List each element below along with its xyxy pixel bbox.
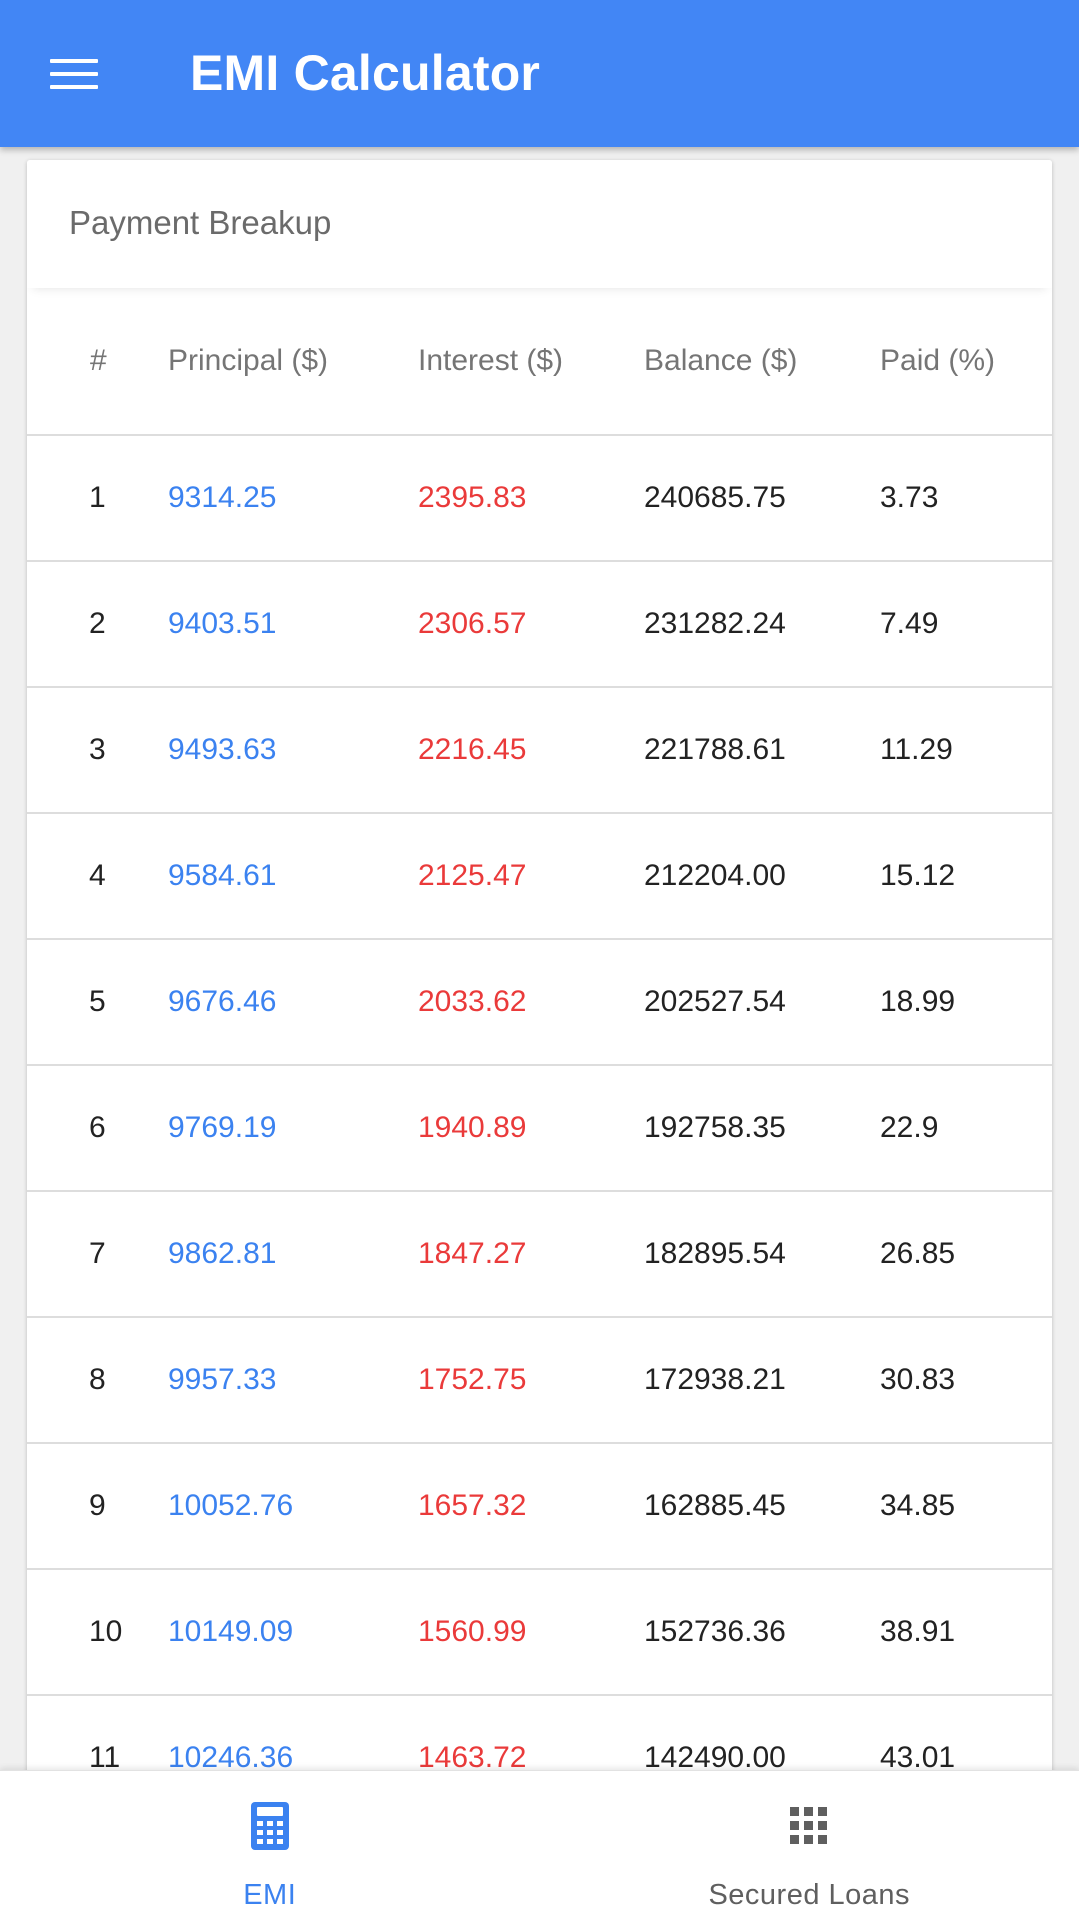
cell-interest: 1847.27 [418, 1237, 527, 1270]
cell-paid: 7.49 [880, 607, 939, 640]
cell-paid: 22.9 [880, 1111, 939, 1144]
card-title: Payment Breakup [69, 204, 332, 241]
cell-interest: 1560.99 [418, 1615, 527, 1648]
cell-principal: 9403.51 [168, 607, 277, 640]
menu-button[interactable] [36, 44, 112, 104]
cell-number: 7 [89, 1237, 106, 1270]
table-row: 5 9676.46 2033.62 202527.54 18.99 [27, 940, 1052, 1066]
grid-icon [786, 1801, 832, 1851]
cell-principal: 10246.36 [168, 1741, 294, 1774]
cell-principal: 9676.46 [168, 985, 277, 1018]
table-row: 1 9314.25 2395.83 240685.75 3.73 [27, 436, 1052, 562]
cell-balance: 162885.45 [644, 1489, 786, 1522]
cell-number: 11 [89, 1741, 121, 1774]
cell-paid: 15.12 [880, 859, 956, 892]
nav-item-emi[interactable]: EMI [0, 1771, 540, 1919]
table-row: 6 9769.19 1940.89 192758.35 22.9 [27, 1066, 1052, 1192]
cell-principal: 10149.09 [168, 1615, 294, 1648]
table-row: 9 10052.76 1657.32 162885.45 34.85 [27, 1444, 1052, 1570]
table-row: 3 9493.63 2216.45 221788.61 11.29 [27, 688, 1052, 814]
nav-item-secured-loans[interactable]: Secured Loans [540, 1771, 1079, 1919]
header-balance: Balance ($) [644, 344, 798, 377]
cell-number: 10 [89, 1615, 123, 1648]
cell-paid: 3.73 [880, 481, 939, 514]
calculator-icon [247, 1801, 293, 1851]
cell-number: 4 [89, 859, 106, 892]
cell-paid: 38.91 [880, 1615, 956, 1648]
cell-paid: 18.99 [880, 985, 956, 1018]
table-header-row: # Principal ($) Interest ($) Balance ($)… [27, 288, 1052, 436]
table-row: 10 10149.09 1560.99 152736.36 38.91 [27, 1570, 1052, 1696]
cell-principal: 9769.19 [168, 1111, 277, 1144]
cell-interest: 2395.83 [418, 481, 527, 514]
cell-interest: 2033.62 [418, 985, 527, 1018]
cell-number: 6 [89, 1111, 106, 1144]
cell-balance: 202527.54 [644, 985, 786, 1018]
cell-principal: 9314.25 [168, 481, 277, 514]
cell-principal: 9584.61 [168, 859, 277, 892]
cell-balance: 240685.75 [644, 481, 786, 514]
cell-interest: 1940.89 [418, 1111, 527, 1144]
cell-paid: 11.29 [880, 733, 953, 766]
cell-number: 5 [89, 985, 106, 1018]
nav-label-emi: EMI [243, 1879, 297, 1911]
header-principal: Principal ($) [168, 344, 329, 377]
cell-balance: 192758.35 [644, 1111, 786, 1144]
cell-number: 1 [89, 481, 106, 514]
cell-paid: 34.85 [880, 1489, 956, 1522]
payment-table: # Principal ($) Interest ($) Balance ($)… [27, 288, 1052, 1780]
cell-interest: 1657.32 [418, 1489, 527, 1522]
cell-number: 3 [89, 733, 106, 766]
cell-balance: 212204.00 [644, 859, 786, 892]
cell-interest: 2306.57 [418, 607, 527, 640]
table-row: 11 10246.36 1463.72 142490.00 43.01 [27, 1696, 1052, 1780]
table-row: 2 9403.51 2306.57 231282.24 7.49 [27, 562, 1052, 688]
app-bar: EMI Calculator [0, 0, 1079, 147]
cell-number: 9 [89, 1489, 106, 1522]
cell-balance: 182895.54 [644, 1237, 786, 1270]
cell-balance: 172938.21 [644, 1363, 786, 1396]
cell-principal: 10052.76 [168, 1489, 294, 1522]
bottom-navigation: EMI Secured Loans [0, 1770, 1079, 1919]
table-row: 4 9584.61 2125.47 212204.00 15.12 [27, 814, 1052, 940]
cell-paid: 26.85 [880, 1237, 956, 1270]
cell-number: 8 [89, 1363, 106, 1396]
cell-balance: 142490.00 [644, 1741, 786, 1774]
cell-balance: 221788.61 [644, 733, 786, 766]
cell-balance: 231282.24 [644, 607, 786, 640]
header-number: # [90, 344, 107, 377]
header-interest: Interest ($) [418, 344, 564, 377]
table-row: 7 9862.81 1847.27 182895.54 26.85 [27, 1192, 1052, 1318]
app-title: EMI Calculator [190, 45, 541, 101]
cell-interest: 1463.72 [418, 1741, 527, 1774]
cell-interest: 1752.75 [418, 1363, 527, 1396]
nav-label-secured-loans: Secured Loans [708, 1879, 911, 1911]
cell-balance: 152736.36 [644, 1615, 786, 1648]
table-row: 8 9957.33 1752.75 172938.21 30.83 [27, 1318, 1052, 1444]
hamburger-menu-icon [50, 59, 98, 89]
cell-principal: 9957.33 [168, 1363, 277, 1396]
payment-breakup-card: Payment Breakup # Principal ($) Interest… [27, 160, 1052, 1780]
cell-paid: 30.83 [880, 1363, 956, 1396]
cell-interest: 2125.47 [418, 859, 527, 892]
cell-principal: 9862.81 [168, 1237, 277, 1270]
card-header: Payment Breakup [27, 160, 1052, 288]
header-paid: Paid (%) [880, 344, 996, 377]
cell-number: 2 [89, 607, 106, 640]
cell-paid: 43.01 [880, 1741, 956, 1774]
cell-interest: 2216.45 [418, 733, 527, 766]
cell-principal: 9493.63 [168, 733, 277, 766]
